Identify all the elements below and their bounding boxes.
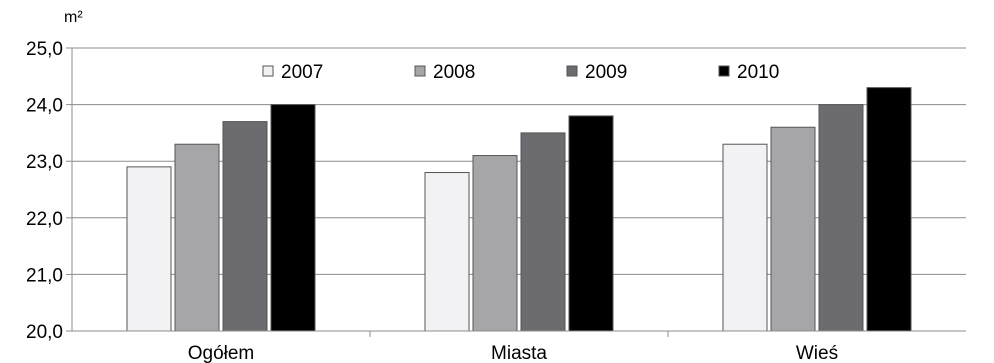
gridlines bbox=[72, 47, 966, 275]
y-tick-label: 22,0 bbox=[26, 209, 63, 230]
x-category-label: Wieś bbox=[796, 343, 838, 363]
y-tick-label: 20,0 bbox=[26, 322, 63, 343]
bar-2009-0 bbox=[222, 121, 268, 332]
legend: 2007 2008 2009 2010 bbox=[262, 62, 779, 83]
bar-2008-0 bbox=[174, 143, 220, 332]
legend-label-2008: 2008 bbox=[433, 62, 475, 83]
x-axis: Ogółem Miasta Wieś bbox=[72, 330, 966, 363]
bar-2009-1 bbox=[520, 132, 566, 332]
bar-2008-1 bbox=[472, 155, 518, 332]
legend-label-2010: 2010 bbox=[737, 62, 779, 83]
y-tick-label: 23,0 bbox=[26, 152, 63, 173]
legend-swatch-2008 bbox=[414, 65, 426, 77]
legend-swatch-2010 bbox=[718, 65, 730, 77]
bar-2010-2 bbox=[866, 87, 912, 332]
bar-2010-1 bbox=[568, 115, 614, 332]
legend-label-2007: 2007 bbox=[281, 62, 323, 83]
legend-swatch-2007 bbox=[262, 65, 274, 77]
bar-2008-2 bbox=[770, 126, 816, 332]
y-tick-label: 24,0 bbox=[26, 96, 63, 117]
legend-swatch-2009 bbox=[566, 65, 578, 77]
bar-2010-0 bbox=[270, 104, 316, 332]
y-axis: 20,0 21,0 22,0 23,0 24,0 25,0 bbox=[26, 39, 73, 343]
y-tick-label: 21,0 bbox=[26, 265, 63, 286]
bars bbox=[126, 87, 912, 332]
y-tick-label: 25,0 bbox=[26, 39, 63, 60]
bar-2007-0 bbox=[126, 166, 172, 332]
legend-label-2009: 2009 bbox=[585, 62, 627, 83]
x-category-label: Ogółem bbox=[188, 343, 255, 363]
y-unit-label: m² bbox=[64, 9, 83, 26]
bar-2009-2 bbox=[818, 104, 864, 332]
x-category-label: Miasta bbox=[491, 343, 547, 363]
bar-2007-2 bbox=[722, 143, 768, 332]
bar-2007-1 bbox=[424, 172, 470, 332]
